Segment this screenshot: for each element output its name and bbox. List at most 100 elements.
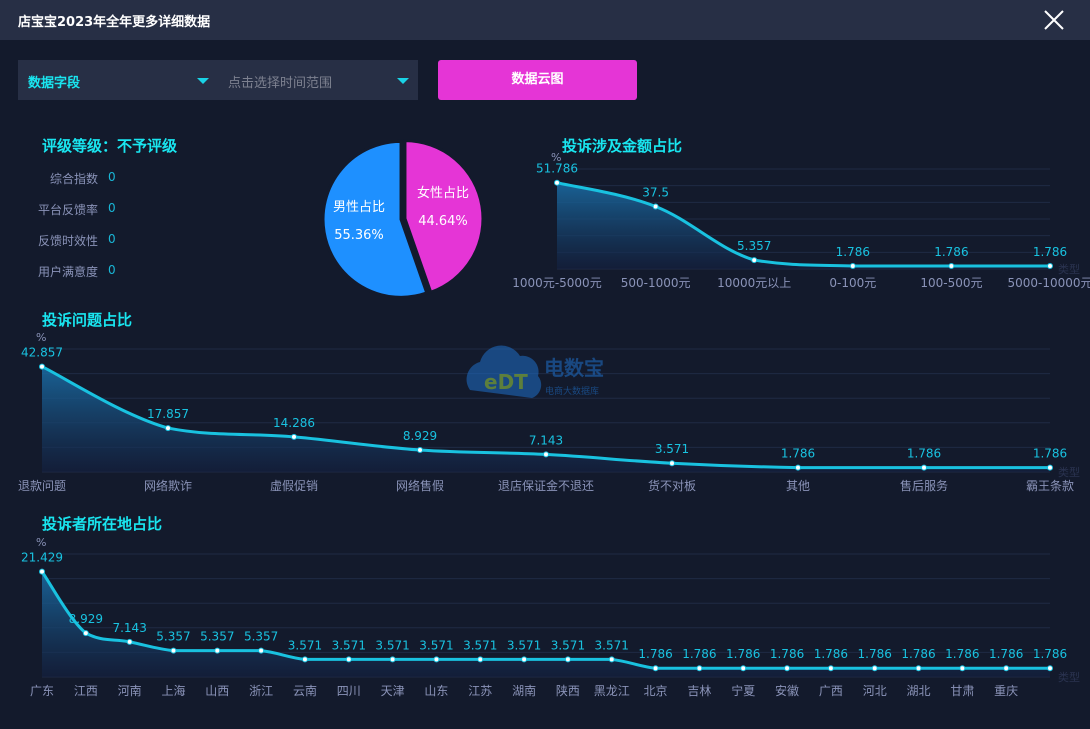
data-point[interactable] <box>521 656 528 663</box>
data-point[interactable] <box>165 425 171 432</box>
x-tick-label: 其他 <box>786 479 810 493</box>
pie-slice[interactable] <box>403 139 485 295</box>
data-label: 51.786 <box>536 162 578 176</box>
data-point[interactable] <box>39 363 45 370</box>
area-fill <box>42 366 1050 472</box>
data-cloud-button[interactable]: 数据云图 <box>438 60 637 100</box>
data-point[interactable] <box>751 257 758 264</box>
rating-value: 0 <box>108 201 116 215</box>
data-label: 7.143 <box>529 433 563 447</box>
data-point[interactable] <box>1003 665 1010 672</box>
data-point[interactable] <box>740 665 747 672</box>
data-point[interactable] <box>543 451 549 458</box>
data-point[interactable] <box>608 656 615 663</box>
field-select[interactable]: 数据字段 <box>28 76 81 91</box>
x-tick-label: 广西 <box>819 684 843 698</box>
data-point[interactable] <box>1047 665 1053 672</box>
x-tick-label: 山东 <box>424 684 448 698</box>
data-point[interactable] <box>827 665 834 672</box>
x-tick-label: 宁夏 <box>731 683 755 698</box>
data-point[interactable] <box>1047 464 1053 471</box>
x-tick-label: 湖南 <box>512 683 536 698</box>
data-point[interactable] <box>564 656 571 663</box>
x-tick-label: 吉林 <box>687 684 711 698</box>
data-label: 1.786 <box>682 647 716 661</box>
data-label: 1.786 <box>934 245 968 259</box>
data-label: 1.786 <box>638 647 672 661</box>
x-tick-label: 网络售假 <box>396 478 444 493</box>
data-point[interactable] <box>345 656 352 663</box>
data-point[interactable] <box>696 665 703 672</box>
rating-label: 综合指数 <box>49 172 98 186</box>
x-tick-label: 10000元以上 <box>717 276 791 290</box>
data-point[interactable] <box>214 647 221 654</box>
data-point[interactable] <box>417 447 423 454</box>
x-tick-label: 陕西 <box>556 683 580 698</box>
x-tick-label: 安徽 <box>775 683 799 698</box>
issue-chart-title: 投诉问题占比 <box>42 311 133 329</box>
chevron-down-icon[interactable] <box>397 78 409 84</box>
data-label: 3.571 <box>288 638 322 652</box>
pie-slice[interactable] <box>321 139 429 299</box>
data-label: 3.571 <box>507 638 541 652</box>
data-point[interactable] <box>82 630 89 637</box>
data-point[interactable] <box>669 460 675 467</box>
data-point[interactable] <box>871 665 878 672</box>
svg-text:电数宝: 电数宝 <box>544 356 604 380</box>
pie-slice-name: 女性占比 <box>417 185 469 201</box>
x-tick-label: 退款问题 <box>18 479 66 493</box>
data-label: 8.929 <box>69 612 103 626</box>
x-tick-label: 黑龙江 <box>594 684 630 698</box>
amount-chart-title: 投诉涉及金额占比 <box>562 137 683 155</box>
data-point[interactable] <box>389 656 396 663</box>
time-range-input[interactable]: 点击选择时间范围 <box>228 76 333 91</box>
data-label: 1.786 <box>989 647 1023 661</box>
data-point[interactable] <box>39 568 45 575</box>
data-point[interactable] <box>652 203 659 210</box>
data-point[interactable] <box>959 665 966 672</box>
x-tick-label: 河北 <box>863 684 887 698</box>
x-tick-label: 湖北 <box>907 683 931 698</box>
data-label: 1.786 <box>1033 245 1067 259</box>
close-icon[interactable] <box>1042 8 1066 32</box>
data-point[interactable] <box>126 638 133 645</box>
rating-title: 评级等级：不予评级 <box>42 137 178 155</box>
data-label: 37.5 <box>642 186 669 200</box>
data-point[interactable] <box>921 464 927 471</box>
data-point[interactable] <box>849 263 856 270</box>
chevron-down-icon[interactable] <box>197 78 209 84</box>
svg-text:eDT: eDT <box>484 370 528 394</box>
data-label: 1.786 <box>770 647 804 661</box>
data-point[interactable] <box>784 665 791 672</box>
x-tick-label: 云南 <box>293 683 317 698</box>
data-point[interactable] <box>1047 263 1053 270</box>
data-point[interactable] <box>258 647 265 654</box>
data-point[interactable] <box>291 433 297 440</box>
pie-slice-name: 男性占比 <box>333 200 385 215</box>
series-line <box>41 365 1050 470</box>
data-label: 1.786 <box>945 647 979 661</box>
data-point[interactable] <box>915 665 922 672</box>
title-bar: 店宝宝2023年全年更多详细数据 <box>0 0 1090 40</box>
data-point[interactable] <box>795 464 801 471</box>
data-point[interactable] <box>477 656 484 663</box>
data-label: 5.357 <box>156 630 190 644</box>
x-tick-label: 江苏 <box>468 684 492 698</box>
filter-bar: 数据字段 点击选择时间范围 <box>18 60 418 100</box>
y-axis-unit: % <box>551 151 561 164</box>
data-point[interactable] <box>652 665 659 672</box>
x-tick-label: 北京 <box>644 684 668 698</box>
data-point[interactable] <box>554 179 560 186</box>
rating-list: 综合指数 0 平台反馈率 0 反馈时效性 0 用户满意度 0 <box>18 170 138 280</box>
data-point[interactable] <box>433 656 440 663</box>
x-axis-name: 类型 <box>1058 465 1080 479</box>
data-label: 3.571 <box>419 638 453 652</box>
pie-slice-label: 44.64% <box>418 214 468 229</box>
x-tick-label: 售后服务 <box>900 478 948 493</box>
data-point[interactable] <box>170 647 177 654</box>
data-point[interactable] <box>948 263 955 270</box>
x-tick-label: 江西 <box>74 684 98 698</box>
data-point[interactable] <box>301 656 308 663</box>
x-tick-label: 100-500元 <box>920 276 982 290</box>
